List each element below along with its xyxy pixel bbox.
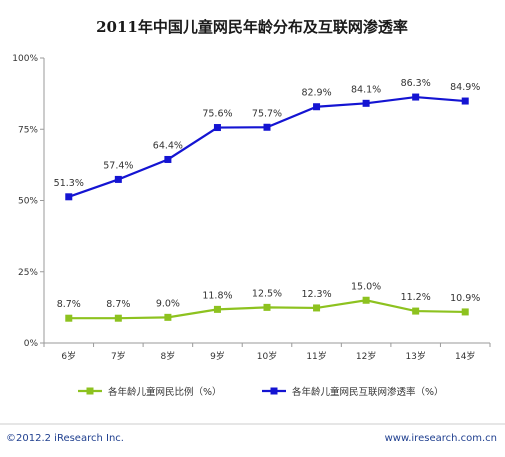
data-label: 51.3%	[54, 178, 84, 189]
data-point	[263, 303, 271, 311]
series-2: 51.3% 57.4% 64.4% 75.6% 75.7% 82.9% 84.1% 86.3%…	[54, 78, 480, 201]
data-point	[213, 124, 221, 132]
footer-copyright: ©2012.2 iResearch Inc.	[6, 433, 124, 444]
x-tick-label: 10岁	[257, 350, 277, 362]
data-label: 86.3%	[401, 78, 431, 89]
data-label: 15.0%	[351, 281, 381, 292]
x-tick-label: 12岁	[356, 350, 376, 362]
data-label: 8.7%	[106, 299, 130, 310]
data-label: 11.8%	[202, 290, 232, 301]
data-point	[412, 307, 420, 315]
data-label: 10.9%	[450, 293, 480, 304]
data-label: 84.1%	[351, 84, 381, 95]
data-label: 11.2%	[401, 292, 431, 303]
data-point	[65, 193, 73, 201]
x-tick-label: 6岁	[61, 350, 76, 362]
data-point	[461, 308, 469, 316]
legend: 各年龄儿童网民比例（%） 各年龄儿童网民互联网渗透率（%）	[78, 386, 444, 398]
data-label: 75.6%	[202, 109, 232, 120]
data-label: 12.3%	[301, 289, 331, 300]
data-point	[164, 155, 172, 163]
data-label: 75.7%	[252, 108, 282, 119]
data-point	[213, 305, 221, 313]
chart-title: 2011年中国儿童网民年龄分布及互联网渗透率	[96, 18, 408, 36]
x-tick-label: 13岁	[405, 350, 425, 362]
y-tick-label: 50%	[18, 197, 38, 207]
x-ticks: 6岁 7岁 8岁 9岁 10岁 11岁 12岁 13岁 14岁	[43, 343, 491, 362]
data-point	[313, 304, 321, 312]
data-label: 9.0%	[156, 298, 180, 309]
legend-label: 各年龄儿童网民比例（%）	[108, 386, 222, 398]
legend-marker	[86, 387, 94, 395]
data-label: 8.7%	[57, 299, 81, 310]
legend-marker	[270, 387, 278, 395]
y-tick-label: 100%	[12, 54, 38, 64]
x-tick-label: 9岁	[210, 350, 225, 362]
series-layer: 8.7% 8.7% 9.0% 11.8% 12.5% 12.3% 15.0% 11.2% 10.…	[54, 78, 480, 322]
legend-item-2: 各年龄儿童网民互联网渗透率（%）	[262, 386, 444, 398]
y-ticks: 0% 25% 50% 75% 100%	[12, 54, 44, 349]
data-point	[65, 314, 73, 322]
legend-item-1: 各年龄儿童网民比例（%）	[78, 386, 222, 398]
data-label: 57.4%	[103, 160, 133, 171]
y-tick-label: 75%	[18, 125, 38, 135]
data-point	[263, 123, 271, 131]
x-tick-label: 7岁	[111, 350, 126, 362]
series-1: 8.7% 8.7% 9.0% 11.8% 12.5% 12.3% 15.0% 11.2% 10.…	[57, 281, 480, 322]
y-tick-label: 25%	[18, 268, 38, 278]
x-tick-label: 8岁	[161, 350, 176, 362]
data-point	[412, 93, 420, 101]
legend-label: 各年龄儿童网民互联网渗透率（%）	[292, 386, 444, 398]
x-tick-label: 14岁	[455, 350, 475, 362]
data-point	[114, 175, 122, 183]
data-point	[362, 99, 370, 107]
data-point	[164, 313, 172, 321]
data-label: 84.9%	[450, 82, 480, 93]
footer-website: www.iresearch.com.cn	[385, 433, 497, 444]
y-tick-label: 0%	[24, 339, 39, 349]
data-point	[362, 296, 370, 304]
data-point	[461, 97, 469, 105]
data-point	[313, 103, 321, 111]
x-tick-label: 11岁	[306, 350, 326, 362]
data-label: 64.4%	[153, 140, 183, 151]
data-label: 82.9%	[301, 88, 331, 99]
data-point	[114, 314, 122, 322]
data-label: 12.5%	[252, 288, 282, 299]
